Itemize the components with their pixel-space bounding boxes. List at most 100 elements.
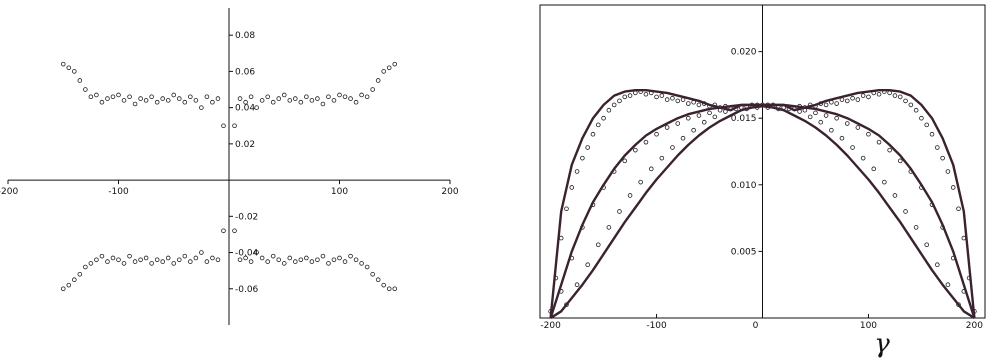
right-data-point [654, 94, 659, 100]
right-data-point [580, 155, 585, 161]
right-data-point [876, 91, 882, 97]
left-data-point [353, 257, 359, 263]
left-data-point [188, 94, 193, 100]
left-data-point [315, 257, 320, 263]
right-data-point [643, 139, 649, 145]
right-data-point [696, 113, 702, 118]
left-data-point [143, 255, 149, 261]
left-data-point [326, 94, 331, 100]
left-y-tick-label: 0.04 [235, 104, 255, 114]
right-data-point [956, 206, 961, 212]
right-data-point [611, 102, 617, 108]
left-data-point [254, 250, 259, 255]
left-data-point [60, 286, 66, 292]
right-data-point [659, 93, 665, 98]
left-data-point [60, 61, 66, 67]
right-y-tick-label: 0.015 [731, 114, 757, 124]
left-data-point [132, 101, 138, 107]
left-data-point [364, 264, 370, 270]
left-data-point [243, 99, 248, 105]
right-data-point [892, 193, 898, 198]
right-data-point [696, 102, 702, 108]
left-data-point [204, 259, 210, 264]
right-data-point [654, 131, 659, 137]
right-x-tick-label: 200 [966, 321, 983, 331]
left-data-point [348, 96, 353, 101]
right-data-point [823, 113, 829, 118]
right-data-point [643, 91, 649, 97]
right-data-point [871, 166, 877, 172]
right-data-point [574, 282, 580, 288]
left-data-point [342, 259, 348, 264]
left-data-point [149, 94, 154, 100]
left-data-point [392, 286, 398, 292]
right-data-point [622, 158, 628, 164]
right-data-point [919, 115, 924, 121]
left-data-point [243, 255, 248, 261]
right-data-point [935, 145, 940, 150]
left-data-point [359, 92, 364, 98]
right-data-point [892, 93, 898, 98]
right-data-point [823, 102, 829, 108]
right-data-point [691, 127, 696, 133]
right-data-point [590, 131, 596, 137]
left-data-point [99, 253, 105, 259]
right-data-point [617, 209, 622, 214]
left-data-point [386, 286, 392, 292]
left-data-point [94, 257, 99, 263]
left-data-point [248, 94, 254, 100]
left-data-point [364, 94, 370, 100]
right-y-tick-label: 0.005 [731, 247, 757, 257]
left-data-point [143, 98, 149, 103]
left-data-point [304, 94, 309, 100]
left-y-tick-label: -0.02 [235, 212, 258, 222]
right-x-tick-label: -200 [540, 321, 561, 331]
right-data-point [680, 135, 686, 141]
left-data-point [375, 277, 381, 283]
right-data-point [876, 139, 882, 145]
right-data-point [834, 101, 839, 106]
left-data-point [199, 105, 204, 110]
left-data-point [254, 105, 259, 110]
left-data-point [132, 259, 138, 264]
left-data-point [331, 257, 337, 263]
left-data-point [193, 255, 199, 261]
left-data-point [105, 259, 110, 264]
left-data-point [287, 98, 293, 103]
right-data-point [606, 225, 612, 230]
left-data-point [215, 96, 221, 101]
right-data-point [913, 225, 919, 230]
left-data-point [359, 261, 364, 266]
right-fit-curve-2 [549, 103, 976, 319]
left-data-point [121, 261, 127, 266]
right-x-tick-label: 100 [860, 321, 877, 331]
left-data-point [160, 259, 166, 264]
left-data-point [320, 253, 326, 259]
right-data-point [866, 131, 871, 137]
left-data-point [171, 92, 177, 98]
left-x-tick-label: 200 [441, 187, 458, 197]
left-data-point [375, 78, 381, 83]
right-data-point [887, 147, 892, 153]
left-data-point [381, 282, 387, 288]
left-data-point [392, 61, 398, 67]
left-data-point [232, 228, 237, 234]
right-data-point [897, 158, 903, 164]
left-data-point [237, 96, 243, 101]
left-data-point [265, 94, 270, 100]
left-data-point [72, 277, 77, 283]
left-data-point [386, 65, 392, 71]
left-data-point [337, 255, 342, 261]
right-y-tick-label: 0.020 [731, 48, 757, 58]
right-data-point [675, 121, 681, 126]
right-data-point [633, 147, 638, 153]
right-data-point [855, 125, 861, 130]
right-y-tick-label: 0.010 [731, 181, 757, 191]
right-data-point [664, 97, 670, 102]
left-data-point [298, 257, 304, 263]
right-data-point [860, 93, 866, 98]
left-data-point [342, 94, 348, 100]
left-data-point [370, 87, 375, 92]
right-data-point [701, 119, 707, 125]
right-x-axis-label: γ [874, 329, 890, 359]
